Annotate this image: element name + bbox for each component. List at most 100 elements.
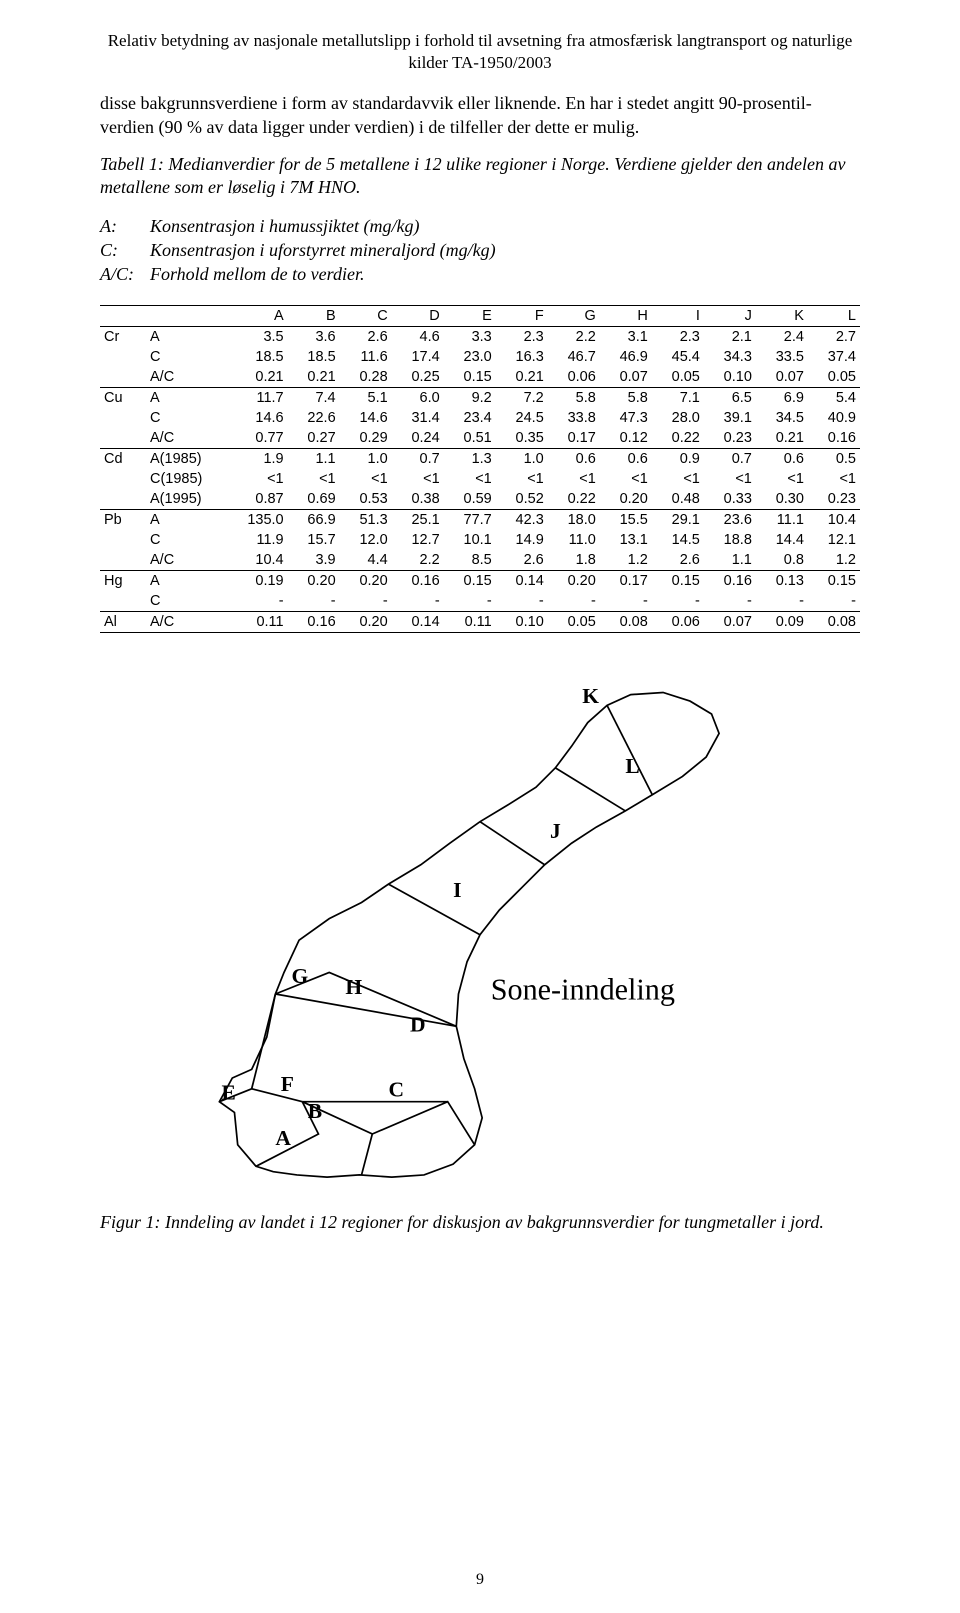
cell: 11.7: [224, 387, 288, 408]
col-B: B: [288, 305, 340, 326]
cell: 0.48: [652, 489, 704, 510]
cell: 3.9: [288, 550, 340, 571]
cell: <1: [652, 469, 704, 489]
rowlabel: A: [146, 387, 224, 408]
cell: 0.6: [756, 448, 808, 469]
cell: 0.7: [704, 448, 756, 469]
col-F: F: [496, 305, 548, 326]
cell: -: [340, 591, 392, 612]
cell: -: [756, 591, 808, 612]
cell: 5.8: [548, 387, 600, 408]
cell: 23.6: [704, 509, 756, 530]
col-J: J: [704, 305, 756, 326]
col-A: A: [224, 305, 288, 326]
cell: 39.1: [704, 408, 756, 428]
cell: 9.2: [444, 387, 496, 408]
cell: 2.7: [808, 326, 860, 347]
col-H: H: [600, 305, 652, 326]
rowlabel: C: [146, 347, 224, 367]
cell: 0.05: [652, 367, 704, 388]
cell: 0.6: [548, 448, 600, 469]
cell: 5.8: [600, 387, 652, 408]
cell: 0.15: [652, 570, 704, 591]
cell: 2.2: [392, 550, 444, 571]
cell: 0.51: [444, 428, 496, 449]
cell: <1: [496, 469, 548, 489]
rowlabel: A/C: [146, 367, 224, 388]
cell: 14.6: [340, 408, 392, 428]
def-key-A: A:: [100, 214, 150, 238]
tabell-caption: Tabell 1: Medianverdier for de 5 metalle…: [100, 153, 860, 200]
data-table: ABCDEFGHIJKL CrA3.53.62.64.63.32.32.23.1…: [100, 305, 860, 633]
rowlabel: C(1985): [146, 469, 224, 489]
rowlabel: C: [146, 591, 224, 612]
cell: 12.1: [808, 530, 860, 550]
zone-label-K: K: [582, 684, 599, 708]
cell: 5.1: [340, 387, 392, 408]
cell: 34.3: [704, 347, 756, 367]
zone-label-E: E: [222, 1080, 236, 1104]
cell: 0.20: [340, 570, 392, 591]
def-A: Konsentrasjon i humussjiktet (mg/kg): [150, 214, 419, 238]
cell: 0.20: [548, 570, 600, 591]
cell: 1.0: [340, 448, 392, 469]
cell: -: [288, 591, 340, 612]
cell: 18.5: [288, 347, 340, 367]
cell: -: [224, 591, 288, 612]
cell: 0.07: [756, 367, 808, 388]
cell: 0.21: [224, 367, 288, 388]
map-title: Sone-inndeling: [491, 972, 675, 1006]
cell: 0.30: [756, 489, 808, 510]
zone-label-B: B: [308, 1098, 322, 1122]
cell: 1.2: [808, 550, 860, 571]
cell: 14.5: [652, 530, 704, 550]
cell: 0.5: [808, 448, 860, 469]
cell: <1: [756, 469, 808, 489]
cell: 0.20: [600, 489, 652, 510]
cell: 7.4: [288, 387, 340, 408]
element-Hg: Hg: [100, 570, 146, 591]
cell: 66.9: [288, 509, 340, 530]
cell: 2.4: [756, 326, 808, 347]
cell: 0.53: [340, 489, 392, 510]
zone-label-A: A: [275, 1125, 291, 1149]
rowlabel: A(1985): [146, 448, 224, 469]
cell: 0.15: [444, 570, 496, 591]
cell: 23.4: [444, 408, 496, 428]
cell: 16.3: [496, 347, 548, 367]
cell: 6.9: [756, 387, 808, 408]
zone-label-F: F: [281, 1072, 294, 1096]
rowlabel: C: [146, 530, 224, 550]
cell: 37.4: [808, 347, 860, 367]
cell: 3.1: [600, 326, 652, 347]
cell: 31.4: [392, 408, 444, 428]
cell: 14.4: [756, 530, 808, 550]
definition-list: A:Konsentrasjon i humussjiktet (mg/kg) C…: [100, 214, 860, 287]
cell: 46.7: [548, 347, 600, 367]
cell: 0.6: [600, 448, 652, 469]
cell: 1.8: [548, 550, 600, 571]
map-figure: ABCDEFGHIJKLSone-inndeling: [200, 649, 760, 1199]
cell: 5.4: [808, 387, 860, 408]
cell: 14.6: [224, 408, 288, 428]
cell: 0.13: [756, 570, 808, 591]
cell: -: [392, 591, 444, 612]
cell: 3.3: [444, 326, 496, 347]
cell: 0.77: [224, 428, 288, 449]
cell: 25.1: [392, 509, 444, 530]
col-D: D: [392, 305, 444, 326]
cell: 33.5: [756, 347, 808, 367]
cell: -: [600, 591, 652, 612]
cell: 18.5: [224, 347, 288, 367]
col-K: K: [756, 305, 808, 326]
cell: 0.08: [808, 611, 860, 632]
cell: 0.23: [808, 489, 860, 510]
zone-label-D: D: [410, 1012, 426, 1036]
cell: 2.1: [704, 326, 756, 347]
cell: -: [808, 591, 860, 612]
cell: 0.22: [652, 428, 704, 449]
cell: 0.07: [704, 611, 756, 632]
cell: 15.5: [600, 509, 652, 530]
cell: 0.07: [600, 367, 652, 388]
cell: 0.17: [600, 570, 652, 591]
